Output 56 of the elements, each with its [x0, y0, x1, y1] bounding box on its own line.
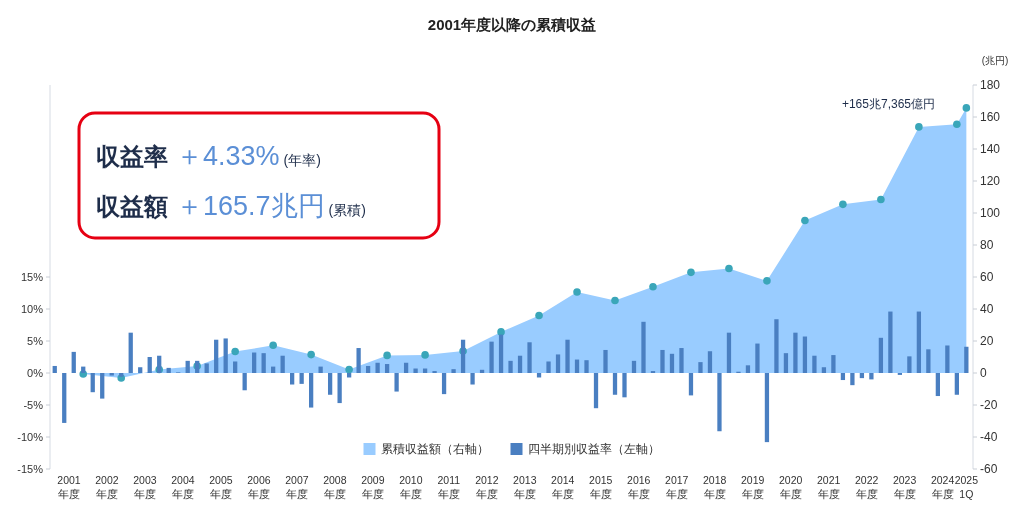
x-tick-label: 2023 年度 [892, 474, 917, 500]
legend-label: 四半期別収益率（左軸） [527, 442, 660, 456]
x-tick-label: 2014 年度 [551, 474, 575, 500]
annotation: ＋4.33% [176, 141, 280, 171]
y2-tick-label: 80 [980, 238, 994, 252]
y2-tick-label: -60 [980, 462, 998, 476]
annotation: (年率) [283, 152, 321, 168]
annotation: 収益率 [96, 143, 168, 170]
x-tick-label: 2021 年度 [816, 474, 841, 500]
x-tick-label: 2005 年度 [209, 474, 233, 500]
x-tick-label: 2016 年度 [627, 474, 651, 500]
x-tick-label: 2008 年度 [323, 474, 347, 500]
y2-tick-label: 100 [980, 206, 1001, 220]
annotation: ＋165.7兆円 [176, 191, 325, 221]
x-tick-label: 2024 年度 [930, 474, 955, 500]
x-tick-label: 2009 年度 [361, 474, 385, 500]
y-tick-label: 5% [27, 335, 44, 347]
y2-tick-label: 140 [980, 142, 1001, 156]
y-tick-label: -10% [17, 431, 44, 443]
x-tick-label: 2019 年度 [741, 474, 765, 500]
x-tick-label: 2011 年度 [437, 474, 461, 500]
x-tick-label: 2012 年度 [475, 474, 499, 500]
y2-axis-title: (兆円) [981, 55, 1009, 66]
x-tick-label: 2025 1Q [954, 474, 979, 500]
x-tick-label: 2006 年度 [247, 474, 271, 500]
y-tick-label: 15% [20, 271, 44, 283]
annotation: (累積) [328, 202, 366, 218]
x-tick-label: 2022 年度 [854, 474, 879, 500]
x-tick-label: 2003 年度 [133, 474, 157, 500]
x-tick-label: 2001 年度 [57, 474, 81, 500]
annotation: 収益額 [96, 193, 168, 220]
y2-tick-label: 160 [980, 110, 1001, 124]
y2-tick-label: -20 [980, 398, 998, 412]
legend-label: 累積収益額（右軸） [380, 442, 489, 456]
x-tick-label: 2004 年度 [171, 474, 195, 500]
y-tick-label: -5% [23, 399, 44, 411]
x-tick-label: 2010 年度 [399, 474, 423, 500]
x-tick-label: 2017 年度 [665, 474, 689, 500]
y-tick-label: 0% [27, 367, 44, 379]
y-tick-label: -15% [17, 463, 44, 475]
y2-tick-label: 20 [980, 334, 994, 348]
chart-title: 2001年度以降の累積収益 [427, 16, 597, 33]
x-tick-label: 2015 年度 [589, 474, 613, 500]
x-tick-label: 2020 年度 [779, 474, 803, 500]
x-tick-label: 2002 年度 [95, 474, 119, 500]
y2-tick-label: 40 [980, 302, 994, 316]
y2-tick-label: 60 [980, 270, 994, 284]
x-tick-label: 2018 年度 [703, 474, 727, 500]
y2-tick-label: 0 [980, 366, 987, 380]
y-tick-label: 10% [20, 303, 44, 315]
x-tick-label: 2007 年度 [285, 474, 309, 500]
y2-tick-label: 120 [980, 174, 1001, 188]
annotation: +165兆7,365億円 [841, 97, 935, 111]
y2-tick-label: 180 [980, 78, 1001, 92]
y2-tick-label: -40 [980, 430, 998, 444]
x-tick-label: 2013 年度 [513, 474, 537, 500]
